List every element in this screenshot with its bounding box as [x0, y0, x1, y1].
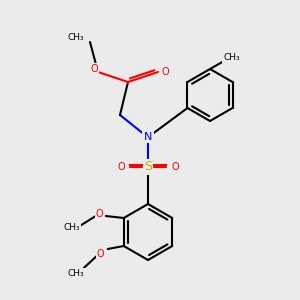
- Text: O: O: [96, 209, 103, 219]
- Text: S: S: [144, 160, 152, 173]
- Text: O: O: [161, 67, 169, 77]
- Text: O: O: [117, 162, 125, 172]
- Text: CH₃: CH₃: [63, 224, 80, 232]
- Text: O: O: [90, 64, 98, 74]
- Text: N: N: [144, 132, 152, 142]
- Text: O: O: [171, 162, 179, 172]
- Text: CH₃: CH₃: [68, 269, 84, 278]
- Text: CH₃: CH₃: [224, 52, 240, 62]
- Text: O: O: [97, 249, 105, 259]
- Text: CH₃: CH₃: [68, 34, 84, 43]
